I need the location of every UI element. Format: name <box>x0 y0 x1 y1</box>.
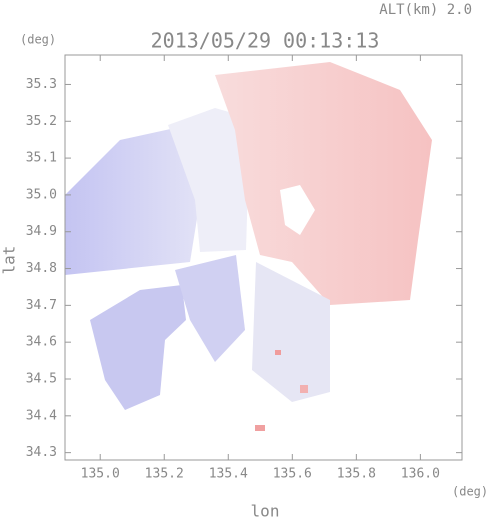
y-tick-label: 34.7 <box>26 298 57 313</box>
y-tick-label: 34.5 <box>26 372 57 387</box>
subtitle: ALT(km) 2.0 <box>379 2 472 18</box>
y-unit: (deg) <box>20 33 56 47</box>
y-tick-label: 35.3 <box>26 77 57 92</box>
y-tick-label: 34.3 <box>26 445 57 460</box>
y-tick-label: 35.0 <box>26 187 57 202</box>
x-tick-label: 135.2 <box>145 467 184 482</box>
x-tick-label: 135.8 <box>337 467 376 482</box>
x-axis-label: lon <box>251 502 280 521</box>
y-tick-label: 34.8 <box>26 261 57 276</box>
x-tick-label: 136.0 <box>401 467 440 482</box>
x-tick-label: 135.0 <box>81 467 120 482</box>
x-tick-label: 135.4 <box>209 467 248 482</box>
radar-field <box>65 62 432 431</box>
y-tick-label: 34.6 <box>26 335 57 350</box>
chart-title: 2013/05/29 00:13:13 <box>151 29 380 53</box>
x-tick-label: 135.6 <box>273 467 312 482</box>
x-unit: (deg) <box>452 485 488 499</box>
y-tick-label: 35.1 <box>26 151 57 166</box>
y-axis-label: lat <box>0 246 19 275</box>
plot-frame <box>64 54 463 461</box>
y-tick-label: 34.9 <box>26 224 57 239</box>
y-tick-label: 34.4 <box>26 408 57 423</box>
y-tick-label: 35.2 <box>26 114 57 129</box>
